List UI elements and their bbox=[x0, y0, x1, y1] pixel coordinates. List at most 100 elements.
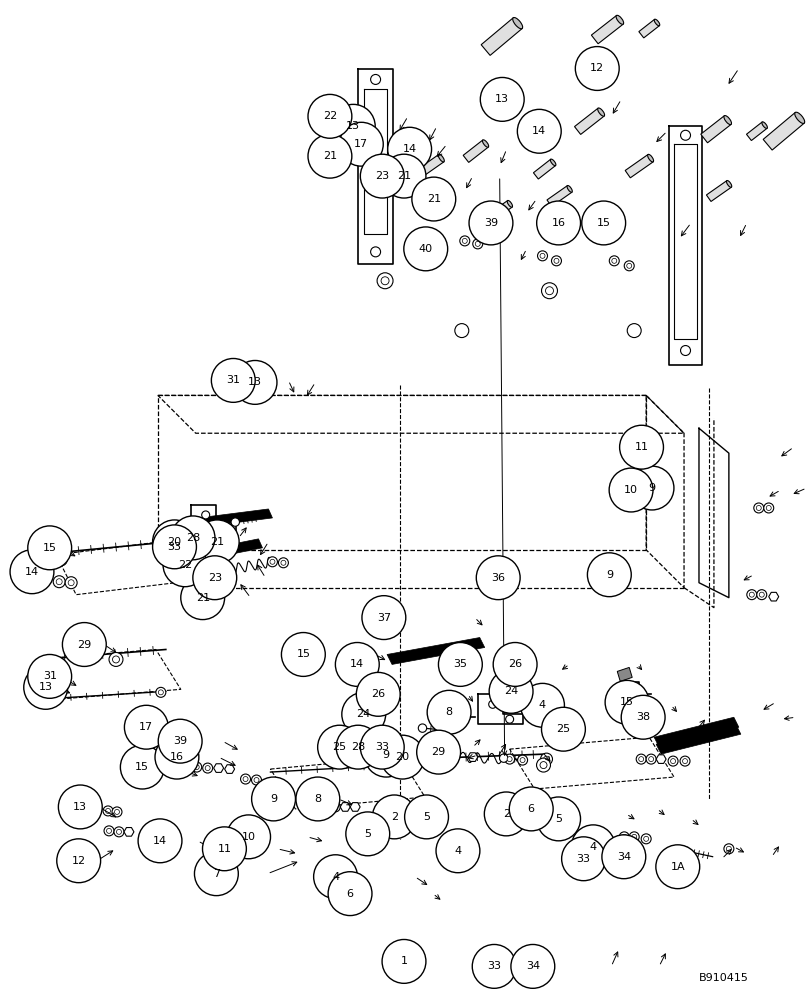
Text: 21: 21 bbox=[323, 151, 337, 161]
Text: 26: 26 bbox=[371, 689, 385, 699]
Polygon shape bbox=[463, 140, 488, 162]
Circle shape bbox=[520, 758, 525, 763]
Polygon shape bbox=[591, 15, 623, 44]
Text: 22: 22 bbox=[322, 111, 337, 121]
Polygon shape bbox=[706, 181, 731, 201]
Circle shape bbox=[627, 263, 632, 268]
Circle shape bbox=[68, 580, 74, 586]
Circle shape bbox=[383, 761, 393, 771]
Circle shape bbox=[360, 725, 404, 769]
Circle shape bbox=[540, 253, 545, 258]
Polygon shape bbox=[174, 539, 263, 565]
Circle shape bbox=[636, 754, 646, 764]
Ellipse shape bbox=[726, 181, 732, 187]
Circle shape bbox=[612, 258, 617, 263]
Polygon shape bbox=[747, 122, 767, 141]
Text: 13: 13 bbox=[347, 121, 360, 131]
Circle shape bbox=[202, 511, 209, 519]
Circle shape bbox=[346, 812, 389, 856]
Text: 20: 20 bbox=[395, 752, 410, 762]
Circle shape bbox=[381, 277, 389, 285]
Text: 12: 12 bbox=[72, 856, 86, 866]
Circle shape bbox=[156, 687, 166, 697]
Ellipse shape bbox=[439, 154, 444, 162]
Text: 12: 12 bbox=[590, 63, 604, 73]
Circle shape bbox=[475, 241, 480, 246]
Circle shape bbox=[314, 855, 357, 899]
Text: 33: 33 bbox=[577, 854, 591, 864]
Circle shape bbox=[518, 755, 528, 765]
Circle shape bbox=[153, 520, 196, 564]
Circle shape bbox=[506, 715, 514, 723]
Circle shape bbox=[181, 576, 225, 620]
Text: 29: 29 bbox=[78, 640, 91, 650]
Circle shape bbox=[375, 749, 385, 759]
Text: 1A: 1A bbox=[671, 862, 685, 872]
Circle shape bbox=[267, 557, 277, 567]
Circle shape bbox=[602, 835, 646, 879]
Circle shape bbox=[629, 832, 639, 842]
Circle shape bbox=[554, 258, 559, 263]
Circle shape bbox=[372, 795, 416, 839]
Circle shape bbox=[251, 777, 296, 821]
Circle shape bbox=[507, 757, 512, 762]
Polygon shape bbox=[387, 638, 485, 664]
Circle shape bbox=[760, 592, 764, 597]
Ellipse shape bbox=[616, 15, 624, 24]
Circle shape bbox=[412, 177, 456, 221]
Circle shape bbox=[195, 852, 238, 896]
Circle shape bbox=[511, 944, 555, 988]
Text: 33: 33 bbox=[487, 961, 501, 971]
Circle shape bbox=[493, 643, 537, 686]
Circle shape bbox=[537, 251, 548, 261]
Circle shape bbox=[587, 553, 631, 597]
Text: 29: 29 bbox=[431, 747, 446, 757]
Text: 14: 14 bbox=[532, 126, 546, 136]
Circle shape bbox=[198, 572, 203, 577]
Circle shape bbox=[582, 201, 625, 245]
Polygon shape bbox=[764, 112, 804, 150]
Text: 20: 20 bbox=[167, 537, 182, 547]
Circle shape bbox=[499, 754, 508, 762]
Text: 15: 15 bbox=[620, 697, 634, 707]
Polygon shape bbox=[487, 201, 512, 221]
Circle shape bbox=[104, 826, 114, 836]
Circle shape bbox=[404, 227, 448, 271]
Circle shape bbox=[138, 819, 182, 863]
Text: 2: 2 bbox=[391, 812, 398, 822]
Circle shape bbox=[58, 557, 64, 563]
Polygon shape bbox=[225, 765, 234, 773]
Circle shape bbox=[619, 832, 629, 842]
Circle shape bbox=[10, 550, 54, 594]
Circle shape bbox=[103, 806, 113, 816]
Text: 16: 16 bbox=[552, 218, 566, 228]
Text: 4: 4 bbox=[590, 842, 597, 852]
Circle shape bbox=[537, 201, 580, 245]
Circle shape bbox=[480, 77, 524, 121]
Text: 31: 31 bbox=[43, 671, 57, 681]
Circle shape bbox=[205, 766, 210, 771]
Circle shape bbox=[575, 47, 619, 90]
Circle shape bbox=[356, 672, 400, 716]
Circle shape bbox=[724, 844, 734, 854]
Circle shape bbox=[552, 256, 562, 266]
Circle shape bbox=[405, 795, 448, 839]
Circle shape bbox=[57, 579, 62, 585]
Circle shape bbox=[620, 425, 663, 469]
Text: 6: 6 bbox=[347, 889, 354, 899]
Ellipse shape bbox=[795, 112, 805, 123]
Text: 5: 5 bbox=[423, 812, 430, 822]
Text: 36: 36 bbox=[491, 573, 505, 583]
Circle shape bbox=[436, 829, 480, 873]
Circle shape bbox=[489, 700, 497, 708]
Circle shape bbox=[115, 809, 120, 814]
Text: 9: 9 bbox=[606, 570, 613, 580]
Circle shape bbox=[656, 845, 700, 889]
Circle shape bbox=[171, 516, 215, 560]
Circle shape bbox=[55, 554, 67, 566]
Text: 37: 37 bbox=[377, 613, 391, 623]
Circle shape bbox=[243, 777, 248, 782]
Circle shape bbox=[330, 802, 340, 812]
Polygon shape bbox=[416, 154, 444, 178]
Text: 21: 21 bbox=[427, 194, 441, 204]
